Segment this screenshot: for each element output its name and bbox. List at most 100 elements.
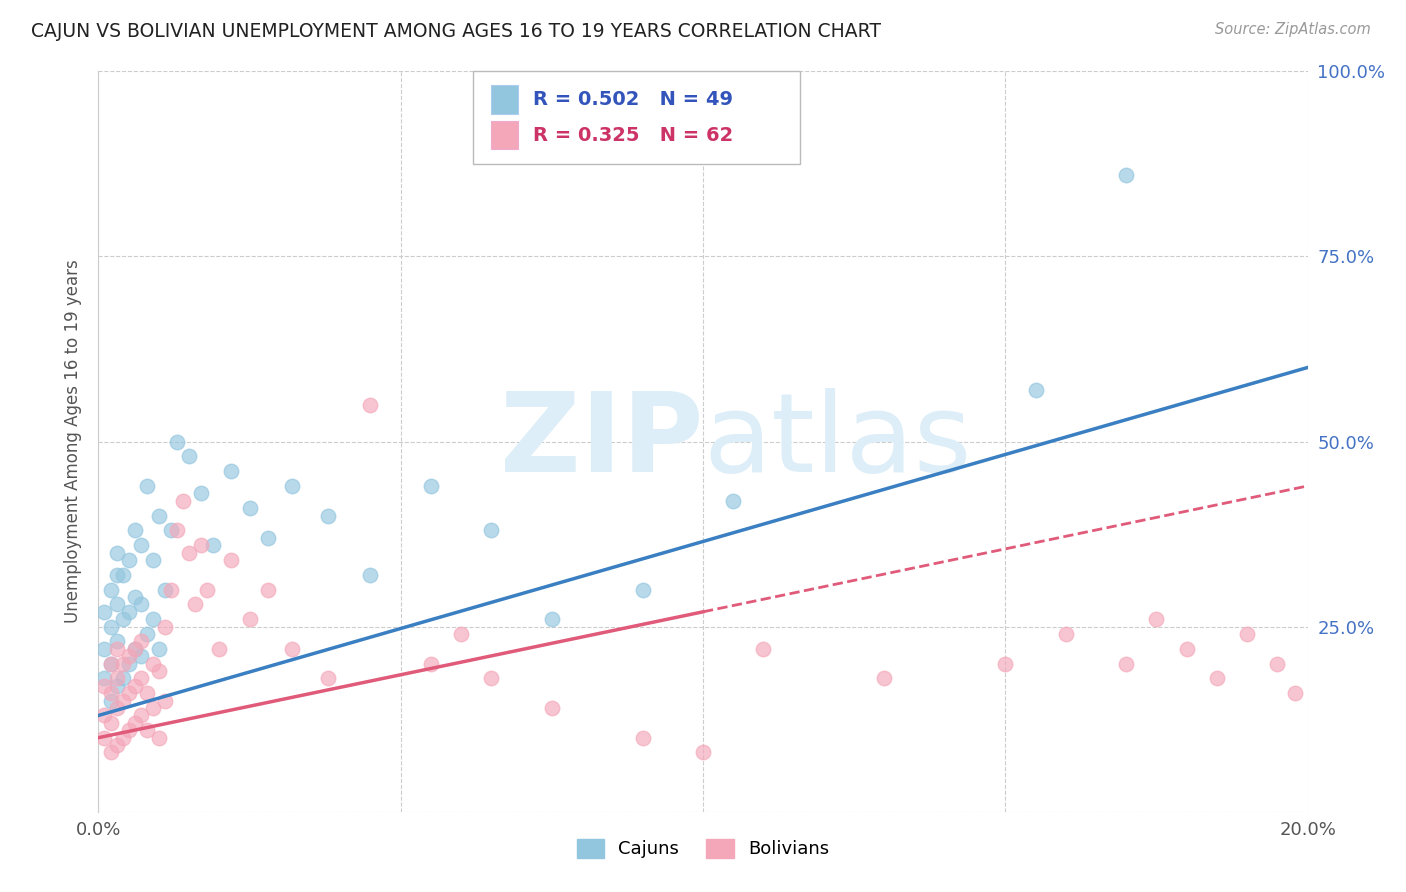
FancyBboxPatch shape xyxy=(492,86,517,113)
Point xyxy=(723,493,745,508)
Y-axis label: Unemployment Among Ages 16 to 19 years: Unemployment Among Ages 16 to 19 years xyxy=(63,260,82,624)
Point xyxy=(481,524,503,538)
Point xyxy=(631,731,654,745)
Point xyxy=(1115,168,1137,182)
Point xyxy=(179,450,201,464)
Point xyxy=(129,598,152,612)
Point xyxy=(105,672,128,686)
Point xyxy=(221,553,243,567)
Point xyxy=(420,657,443,671)
Point xyxy=(100,657,122,671)
Point xyxy=(135,627,157,641)
Point xyxy=(111,612,134,626)
Point xyxy=(100,715,122,730)
Point xyxy=(93,672,115,686)
Text: Source: ZipAtlas.com: Source: ZipAtlas.com xyxy=(1215,22,1371,37)
Point xyxy=(752,641,775,656)
Point xyxy=(135,723,157,738)
Point xyxy=(124,590,146,604)
Text: R = 0.325   N = 62: R = 0.325 N = 62 xyxy=(533,126,733,145)
Point xyxy=(692,746,714,760)
Point xyxy=(239,501,262,516)
Point xyxy=(129,708,152,723)
Point xyxy=(93,679,115,693)
Point xyxy=(129,672,152,686)
Point xyxy=(148,641,170,656)
Point xyxy=(93,708,115,723)
Point xyxy=(160,524,183,538)
Point xyxy=(124,641,146,656)
Point xyxy=(111,567,134,582)
Point xyxy=(111,672,134,686)
Point xyxy=(1024,383,1046,397)
Point xyxy=(142,612,165,626)
Point xyxy=(873,672,896,686)
Point xyxy=(316,672,339,686)
Point xyxy=(111,657,134,671)
Point xyxy=(256,531,278,545)
Point xyxy=(631,582,654,597)
Point xyxy=(281,479,304,493)
Point xyxy=(166,524,188,538)
Point xyxy=(124,524,146,538)
Point xyxy=(100,582,122,597)
Point xyxy=(129,538,152,552)
Point xyxy=(93,731,115,745)
Point xyxy=(142,553,165,567)
Point xyxy=(1115,657,1137,671)
Point xyxy=(179,546,201,560)
Point xyxy=(124,679,146,693)
Point xyxy=(190,486,212,500)
Point xyxy=(105,634,128,648)
Point xyxy=(124,641,146,656)
Point xyxy=(135,479,157,493)
Point xyxy=(124,715,146,730)
Point xyxy=(93,641,115,656)
Point xyxy=(118,605,141,619)
Point xyxy=(221,464,243,478)
Point xyxy=(316,508,339,523)
Point xyxy=(1206,672,1229,686)
Point xyxy=(184,598,207,612)
Point xyxy=(148,731,170,745)
Point xyxy=(105,598,128,612)
Point xyxy=(100,694,122,708)
Point xyxy=(148,508,170,523)
Point xyxy=(105,679,128,693)
Point xyxy=(166,434,188,449)
Legend: Cajuns, Bolivians: Cajuns, Bolivians xyxy=(569,832,837,865)
Point xyxy=(540,612,562,626)
Text: ZIP: ZIP xyxy=(499,388,703,495)
Point xyxy=(129,649,152,664)
Point xyxy=(160,582,183,597)
Point xyxy=(100,686,122,700)
Point xyxy=(153,694,176,708)
Point xyxy=(153,582,176,597)
Point xyxy=(100,746,122,760)
Point xyxy=(1284,686,1306,700)
Point xyxy=(142,657,165,671)
Point xyxy=(118,686,141,700)
Point xyxy=(190,538,212,552)
Point xyxy=(118,723,141,738)
Point xyxy=(142,701,165,715)
Point xyxy=(450,627,472,641)
Point xyxy=(105,701,128,715)
Point xyxy=(481,672,503,686)
Point xyxy=(1175,641,1198,656)
Point xyxy=(93,605,115,619)
Point xyxy=(256,582,278,597)
Point xyxy=(100,619,122,633)
Point xyxy=(281,641,304,656)
Point xyxy=(540,701,562,715)
Point xyxy=(100,657,122,671)
Point xyxy=(148,664,170,678)
Point xyxy=(360,398,382,412)
Point xyxy=(239,612,262,626)
Point xyxy=(118,657,141,671)
Text: CAJUN VS BOLIVIAN UNEMPLOYMENT AMONG AGES 16 TO 19 YEARS CORRELATION CHART: CAJUN VS BOLIVIAN UNEMPLOYMENT AMONG AGE… xyxy=(31,22,882,41)
Point xyxy=(135,686,157,700)
Point xyxy=(172,493,194,508)
Point xyxy=(1054,627,1077,641)
Point xyxy=(153,619,176,633)
